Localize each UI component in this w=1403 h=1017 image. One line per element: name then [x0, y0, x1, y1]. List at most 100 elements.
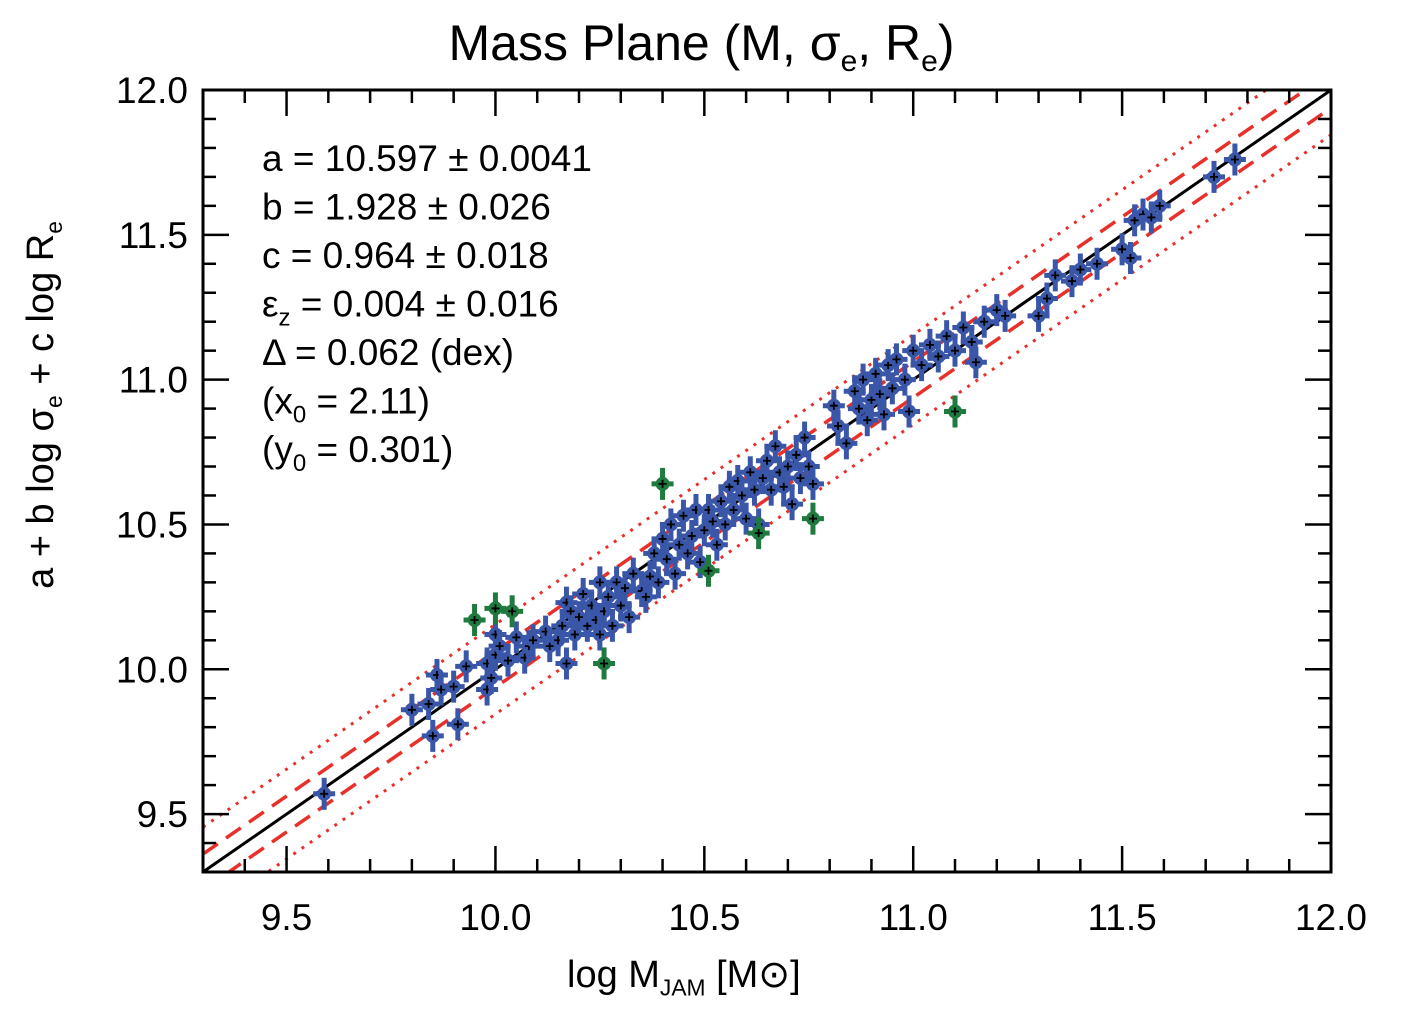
point-center	[629, 569, 638, 578]
point-center	[428, 731, 437, 740]
point-center	[512, 633, 521, 642]
point-center	[737, 491, 746, 500]
point-center	[980, 317, 989, 326]
data-point	[400, 693, 423, 726]
point-center	[679, 511, 688, 520]
data-point	[827, 409, 850, 442]
x-tick-label: 10.0	[459, 897, 531, 938]
point-center	[871, 369, 880, 378]
data-point	[680, 520, 703, 553]
point-center	[1118, 245, 1127, 254]
data-point	[421, 719, 444, 752]
x-tick-label: 11.5	[1087, 897, 1156, 938]
point-center	[570, 630, 579, 639]
point-center	[859, 375, 868, 384]
point-center	[1051, 271, 1060, 280]
point-center	[595, 630, 604, 639]
data-point	[781, 488, 804, 521]
point-center	[867, 395, 876, 404]
point-center	[666, 520, 675, 529]
point-center	[641, 592, 650, 601]
data-point	[522, 624, 545, 657]
data-point	[885, 343, 908, 376]
rms-dashed-line	[225, 106, 1331, 872]
point-center	[788, 500, 797, 509]
data-point	[764, 430, 787, 463]
point-center	[491, 604, 500, 613]
point-center	[595, 578, 604, 587]
y-tick-label: 12.0	[116, 70, 188, 111]
data-point	[835, 427, 858, 460]
fit-stat-line: (x0 = 2.11)	[262, 381, 430, 429]
data-point	[1044, 259, 1067, 292]
outlier-point	[801, 502, 824, 535]
fit-stat-line: c = 0.964 ± 0.018	[262, 235, 549, 276]
point-center	[575, 613, 583, 622]
point-center	[742, 514, 751, 523]
data-point	[705, 528, 728, 561]
data-point	[964, 346, 987, 379]
point-center	[566, 607, 575, 616]
data-point	[601, 609, 624, 642]
point-center	[462, 662, 471, 671]
data-point	[739, 456, 762, 489]
point-center	[725, 482, 734, 491]
point-center	[612, 578, 621, 587]
data-point	[1119, 241, 1142, 274]
point-center	[900, 375, 909, 384]
data-point	[496, 644, 519, 677]
point-center	[696, 558, 705, 567]
point-center	[1093, 259, 1102, 268]
point-center	[437, 685, 446, 694]
point-center	[620, 584, 629, 593]
y-tick-label: 10.0	[116, 649, 188, 690]
point-center	[971, 358, 980, 367]
point-center	[967, 337, 976, 346]
outlier-point	[593, 647, 616, 680]
point-center	[654, 578, 663, 587]
point-center	[683, 549, 692, 558]
point-center	[579, 589, 588, 598]
x-tick-label: 10.5	[668, 897, 740, 938]
fit-stat-line: εz = 0.004 ± 0.016	[262, 284, 559, 332]
data-point	[1223, 143, 1246, 176]
point-center	[905, 407, 914, 416]
point-center	[487, 673, 496, 682]
point-center	[808, 514, 817, 523]
point-center	[951, 346, 959, 355]
data-point	[588, 618, 611, 651]
point-center	[671, 569, 680, 578]
point-center	[583, 621, 592, 630]
point-center	[854, 404, 863, 413]
point-center	[1126, 253, 1135, 262]
point-center	[687, 532, 696, 541]
data-point	[881, 372, 904, 405]
data-point	[973, 305, 996, 338]
point-center	[800, 433, 809, 442]
data-point	[1203, 160, 1226, 193]
data-point	[1027, 299, 1050, 332]
x-tick-label: 9.5	[261, 897, 312, 938]
data-point	[659, 508, 682, 541]
point-center	[1001, 311, 1010, 320]
data-point	[735, 502, 758, 535]
point-center	[1210, 172, 1219, 181]
point-center	[746, 468, 755, 477]
x-tick-label: 12.0	[1295, 897, 1367, 938]
point-center	[675, 540, 684, 549]
data-point	[856, 404, 879, 437]
data-point	[1086, 247, 1109, 280]
data-point	[872, 398, 895, 431]
point-center	[662, 555, 671, 564]
point-center	[771, 442, 780, 451]
point-center	[658, 479, 667, 488]
y-tick-label: 11.0	[119, 360, 188, 401]
data-point	[634, 580, 657, 613]
fit-stat-line: Δ = 0.062 (dex)	[262, 332, 514, 373]
data-point	[455, 650, 478, 683]
chart-title: Mass Plane (M, σe, Re)	[448, 15, 955, 78]
data-point	[1069, 253, 1092, 286]
data-point	[893, 363, 916, 396]
tick-labels: 9.5 10.0 10.5 11.0 11.5 12.0 9.5 10.0 10.5 11.0 11…	[116, 70, 1367, 938]
data-point	[772, 470, 795, 503]
